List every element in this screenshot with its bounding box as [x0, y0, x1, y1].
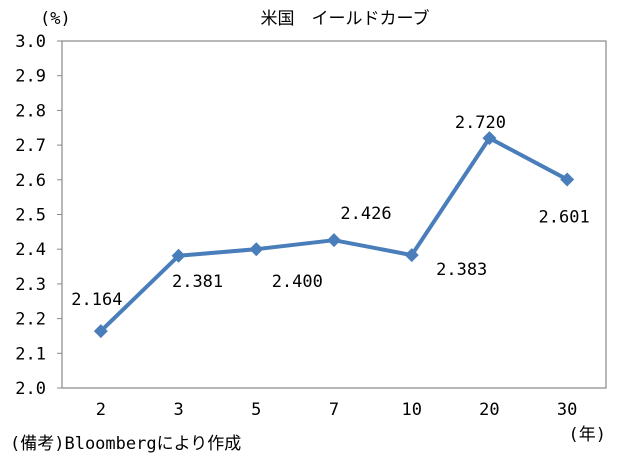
data-point [404, 248, 419, 263]
data-point [93, 324, 108, 339]
y-tick-label: 2.4 [15, 240, 46, 260]
data-label: 2.720 [455, 113, 506, 133]
data-label: 2.426 [340, 204, 391, 224]
x-tick-label: 20 [479, 400, 499, 420]
y-tick-label: 2.0 [15, 379, 46, 399]
y-tick-label: 2.2 [15, 310, 46, 330]
data-label: 2.383 [436, 260, 487, 280]
y-tick-label: 2.7 [15, 136, 46, 156]
data-point [482, 131, 497, 146]
x-axis-unit: (年) [569, 425, 606, 445]
y-tick-label: 2.6 [15, 171, 46, 191]
x-tick-label: 7 [329, 400, 339, 420]
y-tick-label: 2.3 [15, 275, 46, 295]
x-tick-label: 5 [251, 400, 261, 420]
source-note: (備考)Bloombergにより作成 [10, 434, 241, 454]
x-tick-label: 3 [173, 400, 183, 420]
data-point [171, 248, 186, 263]
y-axis-unit: (%) [40, 9, 71, 29]
data-point [327, 233, 341, 248]
x-tick-label: 30 [557, 400, 577, 420]
plot-area [61, 40, 607, 389]
y-tick-label: 2.5 [15, 206, 46, 226]
x-tick-label: 2 [96, 400, 106, 420]
y-tick-label: 2.8 [15, 101, 46, 121]
data-point [249, 242, 264, 257]
x-tick-label: 10 [401, 400, 421, 420]
y-tick-label: 2.1 [15, 344, 46, 364]
data-label: 2.400 [272, 272, 323, 292]
y-tick-label: 3.0 [15, 32, 46, 52]
chart-title: 米国 イールドカーブ [261, 8, 430, 29]
data-label: 2.381 [172, 272, 223, 292]
data-label: 2.164 [71, 290, 122, 310]
data-point [560, 172, 575, 187]
data-label: 2.601 [539, 207, 590, 227]
y-tick-label: 2.9 [15, 67, 46, 87]
